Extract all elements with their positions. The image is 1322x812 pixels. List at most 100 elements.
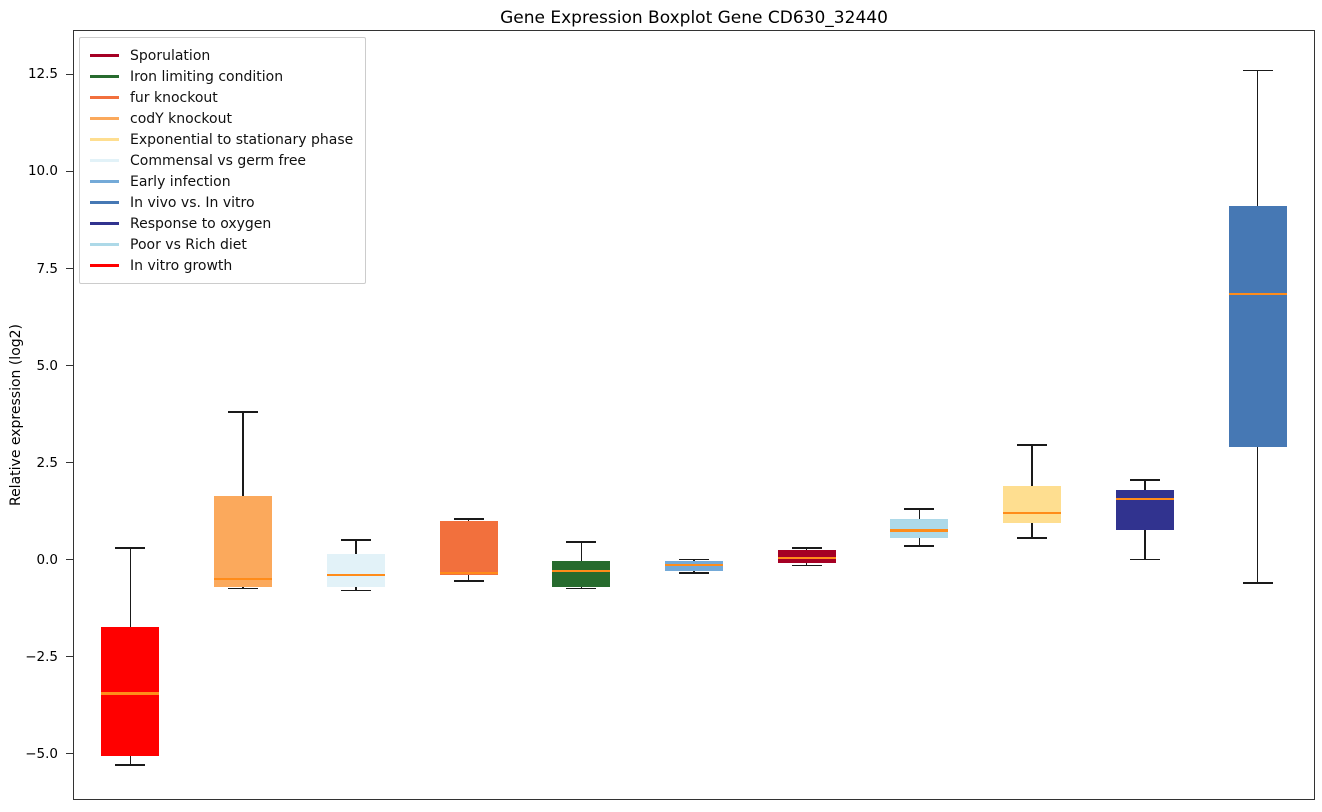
legend-color-line [90, 159, 119, 162]
lower-whisker-cap [453, 580, 484, 582]
lower-whisker-line [1256, 447, 1259, 583]
legend-color-line [90, 243, 119, 246]
upper-whisker-cap [340, 539, 371, 541]
y-tick-mark [66, 655, 73, 658]
median-line [552, 570, 611, 573]
legend-item-commensal-vs-germ-free: Commensal vs germ free [90, 150, 353, 171]
lower-whisker-cap [115, 764, 146, 766]
lower-whisker-line [355, 586, 357, 591]
median-line [439, 572, 498, 575]
legend-color-line [90, 75, 119, 78]
upper-whisker-cap [1017, 444, 1048, 446]
y-tick-mark [66, 461, 73, 464]
lower-whisker-cap [1129, 558, 1160, 561]
lower-whisker-line [918, 538, 921, 546]
upper-whisker-line [1144, 480, 1146, 490]
legend-color-line [90, 117, 119, 120]
y-tick-label: 5.0 [36, 357, 58, 374]
legend-color-line [90, 201, 119, 204]
lower-whisker-line [693, 571, 695, 574]
lower-whisker-cap [566, 587, 597, 590]
y-tick-mark [66, 73, 73, 76]
lower-whisker-cap [228, 587, 259, 590]
legend-color-line [90, 54, 119, 57]
legend-item-early-infection: Early infection [90, 171, 353, 192]
y-tick-label: 12.5 [27, 66, 58, 83]
lower-whisker-cap [1242, 582, 1273, 584]
lower-whisker-line [805, 563, 808, 566]
legend-label: Response to oxygen [130, 215, 272, 232]
legend-label: Early infection [130, 173, 231, 190]
lower-whisker-cap [904, 545, 935, 547]
upper-whisker-line [129, 547, 132, 628]
box-rect [101, 627, 160, 756]
legend-label: Commensal vs germ free [130, 152, 307, 169]
y-tick-label: 2.5 [36, 454, 58, 471]
upper-whisker-cap [679, 558, 709, 561]
y-axis-label: Relative expression (log2) [8, 323, 24, 507]
legend-color-line [90, 96, 119, 99]
median-line [326, 573, 385, 577]
upper-whisker-cap [1242, 69, 1273, 72]
legend-item-in-vivo-vs-in-vitro: In vivo vs. In vitro [90, 192, 353, 213]
upper-whisker-line [355, 540, 357, 554]
lower-whisker-cap [1017, 537, 1048, 539]
legend-label: Sporulation [130, 47, 211, 64]
chart-title: Gene Expression Boxplot Gene CD630_32440 [500, 8, 888, 28]
upper-whisker-line [805, 547, 808, 550]
box-rect [1228, 206, 1287, 447]
legend-label: Poor vs Rich diet [130, 236, 247, 253]
legend-item-sporulation: Sporulation [90, 45, 353, 66]
lower-whisker-line [242, 586, 244, 589]
median-line [101, 692, 160, 695]
upper-whisker-line [693, 559, 695, 562]
median-line [1003, 511, 1062, 515]
y-tick-label: 10.0 [27, 163, 58, 180]
lower-whisker-line [1031, 522, 1033, 539]
upper-whisker-line [580, 542, 583, 562]
legend-label: Iron limiting condition [130, 68, 284, 85]
legend-label: In vivo vs. In vitro [130, 194, 255, 211]
legend: Sporulation Iron limiting condition fur kn… [79, 37, 367, 284]
upper-whisker-cap [453, 518, 484, 520]
legend-item-in-vitro-growth: In vitro growth [90, 255, 353, 276]
legend-color-line [90, 138, 119, 141]
box-rect [890, 518, 949, 539]
legend-item-response-to-oxygen: Response to oxygen [90, 213, 353, 234]
legend-item-cody-knockout: codY knockout [90, 108, 353, 129]
lower-whisker-cap [679, 572, 709, 574]
y-tick-mark [66, 752, 73, 755]
median-line [214, 577, 273, 581]
legend-label: codY knockout [130, 110, 232, 127]
box-rect [326, 553, 385, 587]
lower-whisker-line [129, 755, 132, 766]
median-line [1115, 498, 1174, 501]
upper-whisker-line [242, 412, 244, 496]
upper-whisker-line [1031, 445, 1033, 486]
upper-whisker-line [918, 509, 921, 519]
lower-whisker-line [467, 575, 470, 581]
y-tick-mark [66, 558, 73, 561]
y-tick-label: −5.0 [25, 745, 58, 762]
box-rect [1003, 485, 1062, 523]
legend-item-fur-knockout: fur knockout [90, 87, 353, 108]
legend-color-line [90, 264, 119, 267]
median-line [665, 564, 723, 567]
median-line [890, 529, 949, 532]
upper-whisker-cap [904, 508, 935, 510]
median-line [1228, 292, 1287, 295]
box-rect [214, 495, 273, 587]
y-tick-mark [66, 267, 73, 270]
box-rect [552, 561, 611, 587]
legend-color-line [90, 222, 119, 225]
lower-whisker-cap [340, 589, 371, 592]
lower-whisker-line [1144, 530, 1146, 560]
upper-whisker-line [1256, 70, 1259, 207]
y-tick-label: 0.0 [36, 551, 58, 568]
y-tick-label: −2.5 [25, 648, 58, 665]
legend-label: In vitro growth [130, 257, 233, 274]
upper-whisker-line [467, 518, 470, 521]
upper-whisker-cap [566, 541, 597, 543]
lower-whisker-line [580, 586, 583, 589]
